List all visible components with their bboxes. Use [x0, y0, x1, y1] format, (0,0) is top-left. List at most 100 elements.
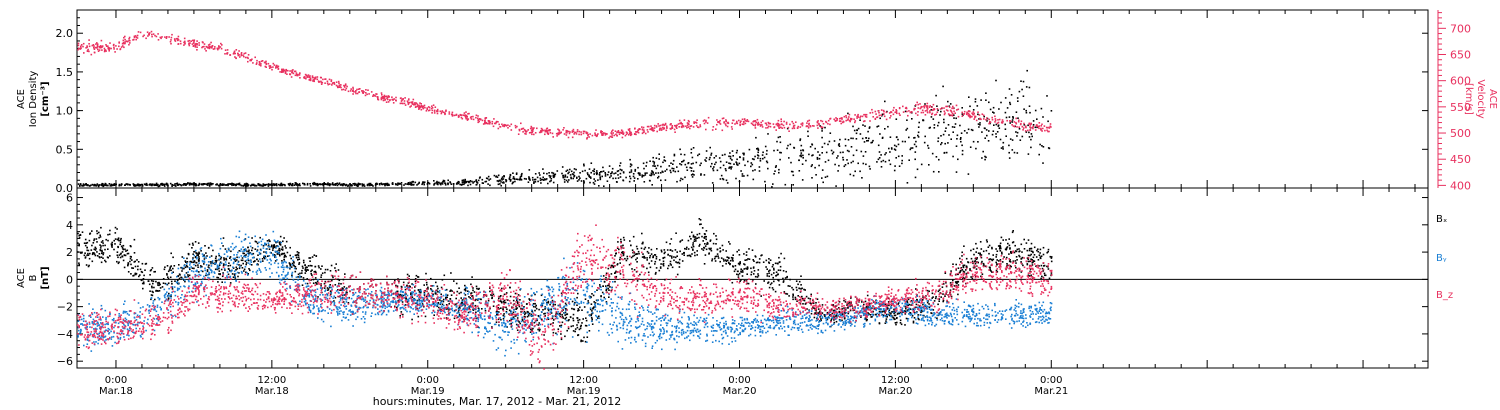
velocity-series-point — [920, 111, 923, 114]
field-series-0-point — [218, 270, 221, 272]
density-series-point — [421, 183, 423, 186]
field-series-0-point — [83, 254, 86, 257]
velocity-series-point — [742, 123, 745, 125]
field-series-0-point — [436, 289, 438, 292]
density-y-label-line: ACE — [16, 89, 27, 109]
density-series-point — [442, 180, 445, 183]
velocity-series-point — [469, 116, 472, 119]
field-series-0-point — [137, 265, 139, 268]
field-series-0-point — [153, 286, 155, 289]
density-series-point — [171, 183, 173, 186]
velocity-series-point — [600, 131, 602, 134]
density-series-point — [663, 159, 666, 161]
velocity-series-point — [673, 124, 676, 127]
velocity-series-point — [587, 134, 589, 137]
velocity-series-point — [357, 88, 360, 90]
field-series-0-point — [750, 267, 752, 270]
velocity-series-point — [644, 132, 647, 135]
density-series-point — [653, 161, 656, 163]
density-series-point — [906, 182, 909, 184]
velocity-series-point — [689, 127, 691, 130]
density-series-point — [617, 174, 619, 176]
velocity-series-point — [865, 116, 868, 118]
density-series-point — [500, 184, 502, 187]
field-series-0-point — [620, 247, 623, 249]
field-series-0-point — [1009, 261, 1012, 263]
field-series-0-point — [338, 282, 340, 285]
density-series-point — [913, 143, 916, 146]
velocity-series-point — [872, 116, 874, 118]
velocity-series-point — [686, 126, 688, 129]
velocity-series-point — [926, 105, 929, 107]
field-series-0-point — [87, 265, 90, 268]
field-series-0-point — [950, 270, 952, 272]
velocity-series-point — [436, 110, 438, 113]
density-series-point — [1032, 124, 1035, 126]
density-series-point — [839, 138, 841, 141]
density-series-point — [601, 170, 603, 173]
velocity-series-point — [985, 119, 987, 121]
density-series-point — [191, 183, 193, 185]
velocity-series-point — [463, 112, 466, 114]
density-series-point — [729, 162, 732, 165]
velocity-series-point — [1018, 119, 1020, 122]
field-series-0-point — [765, 259, 768, 262]
velocity-series-point — [542, 129, 544, 132]
field-series-0-point — [472, 287, 474, 289]
density-series-point — [877, 144, 880, 147]
density-series-point — [245, 184, 248, 186]
density-series-point — [461, 181, 464, 184]
density-series-point — [944, 130, 947, 132]
field-series-0-point — [256, 258, 258, 261]
velocity-series-point — [188, 42, 190, 45]
velocity-series-point — [548, 129, 551, 132]
field-series-0-point — [765, 266, 767, 268]
velocity-series-point — [663, 127, 666, 129]
density-series-point — [664, 170, 666, 172]
density-series-point — [779, 136, 781, 138]
velocity-series-point — [827, 119, 830, 122]
field-series-0-point — [868, 313, 870, 315]
field-series-0-point — [750, 273, 752, 276]
density-series-point — [798, 159, 800, 161]
velocity-series-point — [998, 118, 1001, 121]
velocity-series-point — [128, 36, 131, 39]
velocity-series-point — [320, 76, 322, 79]
field-series-0-point — [342, 287, 344, 290]
field-series-0-point — [219, 278, 221, 280]
density-series-point — [687, 162, 690, 164]
density-series-point — [497, 174, 500, 177]
velocity-series-point — [621, 130, 624, 133]
field-series-0-point — [86, 254, 88, 257]
field-series-0-point — [527, 313, 530, 316]
field-series-0-point — [86, 249, 88, 252]
velocity-series-point — [731, 128, 733, 130]
velocity-series-point — [869, 112, 871, 114]
density-series-point — [1021, 135, 1024, 138]
velocity-series-point — [680, 126, 683, 128]
velocity-series-point — [783, 126, 786, 129]
velocity-series-point — [1012, 125, 1015, 127]
density-series-point — [944, 142, 946, 145]
density-series-point — [328, 184, 331, 187]
field-series-0-point — [967, 261, 970, 264]
density-series-point — [604, 172, 606, 174]
density-series-point — [498, 179, 500, 182]
field-series-0-point — [216, 268, 219, 271]
velocity-series-point — [365, 89, 367, 91]
velocity-series-point — [1029, 129, 1032, 131]
field-series-0-point — [172, 256, 174, 259]
field-series-0-point — [509, 295, 512, 298]
field-series-0-point — [692, 245, 695, 248]
velocity-series-point — [209, 46, 212, 48]
velocity-series-point — [681, 123, 684, 125]
velocity-series-point — [825, 120, 827, 123]
velocity-series-point — [491, 122, 493, 125]
velocity-series-point — [821, 120, 824, 123]
density-series-point — [743, 175, 745, 177]
velocity-series-point — [1047, 130, 1049, 133]
density-series-point — [953, 114, 955, 116]
field-series-0-point — [158, 290, 161, 292]
density-series-point — [730, 168, 732, 170]
density-series-point — [714, 163, 716, 166]
